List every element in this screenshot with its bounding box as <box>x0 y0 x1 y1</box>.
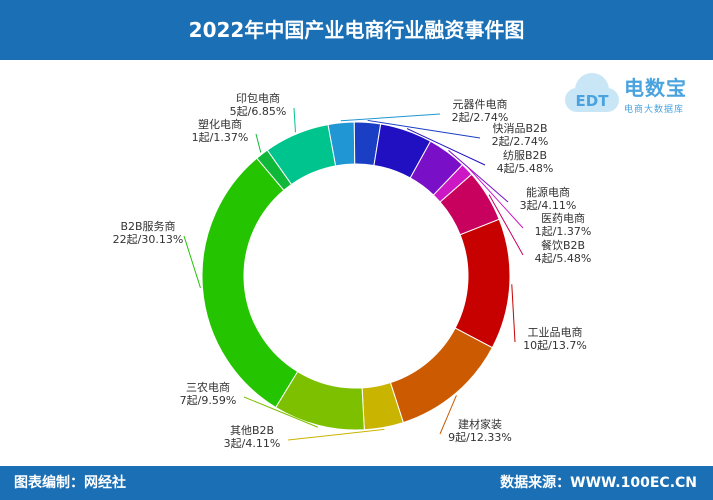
slice-value-label-11: 22起/30.13% <box>113 233 184 246</box>
slice-value-label-12: 1起/1.37% <box>192 131 249 144</box>
leader-line-2 <box>367 119 481 139</box>
logo-name: 电数宝 <box>624 76 687 100</box>
leader-line-11 <box>183 235 201 288</box>
leader-line-7 <box>511 284 516 343</box>
slice-name-label-9: 其他B2B <box>230 424 274 437</box>
leader-lines <box>183 107 524 441</box>
slice-value-label-9: 3起/4.11% <box>224 437 281 450</box>
slice-labels: 元器件电商2起/2.74%快消品B2B2起/2.74%纺服B2B4起/5.48%… <box>113 91 592 450</box>
logo-mark: EDT <box>576 92 610 110</box>
slice-name-label-12: 塑化电商 <box>198 117 242 131</box>
slice-name-label-6: 餐饮B2B <box>541 238 585 252</box>
leader-line-3 <box>406 128 486 166</box>
leader-line-1 <box>340 113 441 122</box>
leader-line-6 <box>488 194 524 256</box>
donut-slice-13 <box>266 123 337 186</box>
slice-value-label-4: 3起/4.11% <box>520 199 577 212</box>
leader-line-13 <box>293 107 296 133</box>
donut-slices <box>201 121 511 431</box>
donut-chart: 元器件电商2起/2.74%快消品B2B2起/2.74%纺服B2B4起/5.48%… <box>113 91 592 450</box>
leader-line-10 <box>243 396 319 428</box>
slice-name-label-7: 工业品电商 <box>528 325 583 339</box>
slice-value-label-13: 5起/6.85% <box>230 105 287 118</box>
leader-line-12 <box>255 133 262 153</box>
leader-line-4 <box>448 149 509 203</box>
footer-credit: 图表编制：网经社 <box>14 475 126 491</box>
slice-value-label-3: 4起/5.48% <box>497 162 554 175</box>
slice-value-label-8: 9起/12.33% <box>448 431 512 444</box>
title-bar: 2022年中国产业电商行业融资事件图 <box>0 0 713 60</box>
slice-value-label-7: 10起/13.7% <box>523 339 587 352</box>
slice-value-label-1: 2起/2.74% <box>452 111 509 124</box>
slice-value-label-5: 1起/1.37% <box>535 225 592 238</box>
donut-slice-11 <box>201 157 299 409</box>
leader-line-8 <box>439 395 457 435</box>
footer-source: 数据来源：WWW.100EC.CN <box>500 475 697 491</box>
logo: EDT 电数宝 电商大数据库 <box>562 66 710 128</box>
slice-name-label-4: 能源电商 <box>526 185 570 199</box>
slice-name-label-8: 建材家装 <box>458 417 502 431</box>
slice-value-label-6: 4起/5.48% <box>535 252 592 265</box>
slice-value-label-10: 7起/9.59% <box>180 394 237 407</box>
logo-subtitle: 电商大数据库 <box>624 105 685 115</box>
page-title: 2022年中国产业电商行业融资事件图 <box>188 18 525 42</box>
footer-bar: 图表编制：网经社 数据来源：WWW.100EC.CN <box>0 466 713 500</box>
slice-value-label-2: 2起/2.74% <box>492 135 549 148</box>
slice-name-label-13: 印包电商 <box>236 91 280 105</box>
leader-line-5 <box>468 167 524 229</box>
slice-name-label-5: 医药电商 <box>541 211 585 225</box>
slice-name-label-10: 三农电商 <box>186 380 230 394</box>
slice-name-label-2: 快消品B2B <box>492 121 547 135</box>
donut-slice-7 <box>454 218 511 349</box>
slice-name-label-3: 纺服B2B <box>503 148 547 162</box>
slice-name-label-11: B2B服务商 <box>120 219 175 233</box>
cloud-logo-icon: EDT <box>565 73 619 112</box>
slice-name-label-1: 元器件电商 <box>453 97 508 111</box>
donut-slice-8 <box>389 327 494 424</box>
leader-line-9 <box>287 428 385 441</box>
